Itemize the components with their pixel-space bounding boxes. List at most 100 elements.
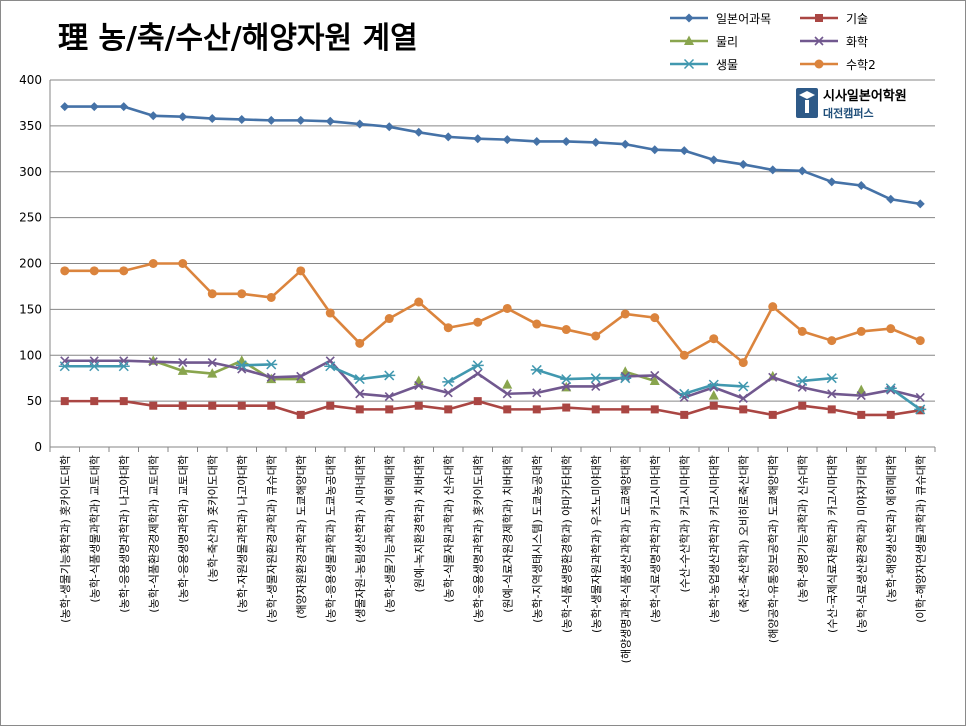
data-point [650, 145, 660, 155]
x-tick-label: (농학-식료생산환경학과) 미야자키대학 [855, 455, 868, 633]
x-tick-label: (농학-해양생산학과) 에히메대학 [884, 455, 898, 603]
x-tick-label: (농학-생물자원환경과학과) 큐슈대학 [265, 455, 278, 623]
x-tick-label: (농학-농업생산과학과) 카고시마대학 [708, 455, 721, 623]
x-tick-label: (농학-식품생물과학과) 교토대학 [88, 455, 101, 603]
data-point [797, 382, 807, 392]
data-point [119, 397, 128, 406]
data-point [355, 389, 365, 399]
y-tick-label: 400 [19, 73, 42, 87]
data-point [443, 323, 453, 333]
data-point [591, 405, 600, 414]
data-point [827, 405, 836, 414]
y-tick-label: 50 [27, 394, 42, 408]
x-tick-label: (농학-자원생물과학과) 나고야대학 [236, 455, 249, 613]
data-point [738, 159, 748, 169]
data-point [442, 376, 455, 387]
x-tick-label: (해양생명과학-식품생산과학과) 도쿄해양대학 [618, 455, 632, 663]
data-point [355, 405, 364, 414]
x-tick-label: (농학-생물기능화학과) 홋카이도대학 [58, 455, 72, 623]
data-point [798, 401, 807, 410]
series-화학 [60, 356, 925, 403]
data-point [473, 317, 483, 327]
x-tick-label: (농학-응용생명과학과) 교토대학 [177, 455, 190, 603]
legend-label: 물리 [716, 35, 738, 49]
data-point [119, 266, 129, 276]
data-point [827, 336, 837, 346]
data-point [207, 114, 217, 124]
logo-name: 시사일본어학원 [823, 88, 907, 104]
data-point [591, 137, 601, 147]
data-point [503, 405, 512, 414]
data-point [384, 391, 394, 402]
data-point [768, 410, 777, 419]
data-point [561, 325, 571, 335]
data-point [589, 373, 602, 384]
x-tick-label: (농학-지역생태시스템) 도쿄농공대학 [531, 455, 544, 623]
data-point [90, 397, 99, 406]
data-point [296, 115, 306, 125]
x-tick-label: (농학-생물자원과학과) 우츠노미야대학 [590, 455, 603, 633]
data-point [413, 375, 424, 385]
data-point [443, 388, 453, 398]
y-tick-label: 0 [34, 440, 42, 454]
x-tick-label: (농학-응용생물과학과) 도쿄농공대학 [324, 455, 337, 623]
legend-label: 화학 [846, 35, 868, 49]
series-line [329, 365, 390, 381]
data-point [178, 259, 188, 268]
y-tick-label: 350 [19, 119, 42, 133]
y-tick-label: 250 [19, 211, 42, 225]
x-tick-label: (수산-수산학과) 카고시마대학 [678, 455, 691, 593]
data-point [266, 372, 276, 382]
data-point [471, 360, 484, 371]
y-tick-label: 100 [19, 348, 42, 362]
data-point [914, 404, 927, 415]
data-point [296, 266, 306, 276]
data-point [502, 389, 512, 399]
data-point [650, 313, 660, 323]
data-point [532, 388, 542, 398]
x-tick-label: (원예-녹지환경학과) 치바대학 [413, 455, 426, 593]
data-point [562, 403, 571, 412]
data-point [620, 309, 630, 319]
data-point [768, 165, 778, 175]
data-point [178, 358, 188, 368]
series-생물 [58, 359, 927, 415]
data-point [355, 338, 365, 348]
legend-marker [684, 35, 694, 45]
data-point [502, 135, 512, 145]
data-point [561, 381, 571, 392]
data-point [797, 166, 807, 176]
data-point [621, 405, 630, 414]
data-point [473, 397, 482, 406]
data-point [148, 111, 158, 121]
data-point [444, 405, 453, 414]
data-point [60, 102, 70, 112]
series-일본어과목 [60, 102, 925, 209]
data-point [886, 324, 896, 334]
data-point [768, 302, 778, 312]
data-point [117, 361, 130, 372]
data-point [591, 331, 601, 341]
data-point [266, 292, 276, 302]
data-point [384, 122, 394, 132]
data-point [738, 393, 748, 403]
data-point [473, 369, 483, 379]
data-point [58, 361, 71, 372]
x-tick-label: (생물자원-농림생산학과) 시마네대학 [354, 455, 367, 623]
series-기술 [60, 397, 925, 419]
data-point [678, 388, 691, 399]
data-point [532, 319, 542, 329]
data-point [383, 370, 396, 381]
data-point [709, 401, 718, 410]
data-point [827, 389, 837, 399]
x-tick-label: (해양자원환경과학과) 도쿄해양대학 [294, 455, 308, 619]
data-point [385, 405, 394, 414]
data-point [237, 401, 246, 410]
data-point [208, 401, 217, 410]
series-line [889, 387, 922, 411]
data-point [650, 370, 660, 381]
data-point [737, 381, 750, 392]
data-point [796, 375, 809, 386]
